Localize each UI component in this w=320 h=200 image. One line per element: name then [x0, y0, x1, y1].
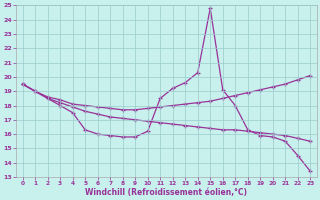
- X-axis label: Windchill (Refroidissement éolien,°C): Windchill (Refroidissement éolien,°C): [85, 188, 247, 197]
